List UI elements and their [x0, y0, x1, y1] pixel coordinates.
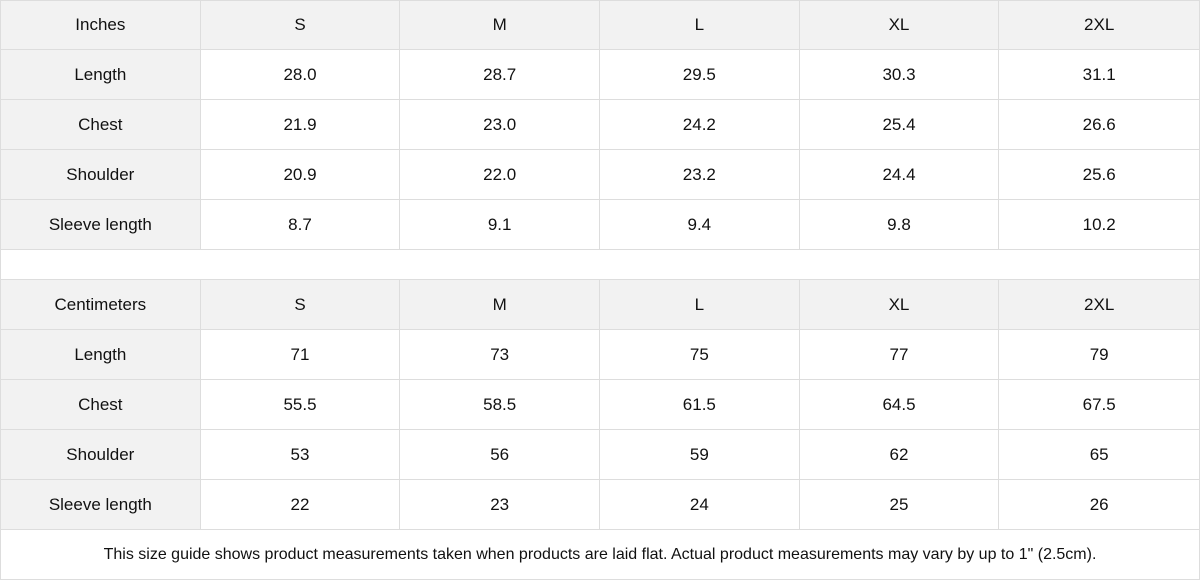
measurement-value: 20.9 — [200, 150, 401, 200]
measurement-value: 62 — [799, 430, 1000, 480]
measurement-value: 30.3 — [799, 50, 1000, 100]
measurement-value: 23.2 — [600, 150, 800, 200]
measurement-value: 24 — [600, 480, 800, 530]
measurement-label: Length — [1, 50, 201, 100]
measurement-label: Chest — [1, 380, 201, 430]
measurement-value: 31.1 — [999, 50, 1199, 100]
size-header: 2XL — [999, 280, 1199, 330]
measurement-value: 10.2 — [999, 200, 1199, 250]
measurement-label: Shoulder — [1, 430, 201, 480]
measurement-value: 67.5 — [999, 380, 1199, 430]
unit-header: Centimeters — [1, 280, 201, 330]
measurement-value: 59 — [600, 430, 800, 480]
measurement-value: 79 — [999, 330, 1199, 380]
measurement-value: 73 — [400, 330, 600, 380]
size-header: M — [400, 0, 600, 50]
measurement-value: 24.4 — [799, 150, 1000, 200]
measurement-value: 21.9 — [200, 100, 401, 150]
measurement-value: 58.5 — [400, 380, 600, 430]
measurement-value: 77 — [799, 330, 1000, 380]
size-header: M — [400, 280, 600, 330]
measurement-value: 25 — [799, 480, 1000, 530]
measurement-value: 24.2 — [600, 100, 800, 150]
measurement-value: 28.0 — [200, 50, 401, 100]
size-header: 2XL — [999, 0, 1199, 50]
measurement-value: 9.1 — [400, 200, 600, 250]
measurement-value: 75 — [600, 330, 800, 380]
size-header: XL — [799, 280, 1000, 330]
size-header: L — [600, 0, 800, 50]
measurement-label: Sleeve length — [1, 480, 201, 530]
measurement-value: 25.4 — [799, 100, 1000, 150]
measurement-value: 28.7 — [400, 50, 600, 100]
size-guide-note: This size guide shows product measuremen… — [1, 530, 1199, 580]
centimeters-table: Centimeters S M L XL 2XL Length 71 73 75 77 79 Chest… — [1, 280, 1199, 530]
size-header: S — [200, 0, 401, 50]
measurement-value: 9.8 — [799, 200, 1000, 250]
measurement-label: Chest — [1, 100, 201, 150]
measurement-label: Shoulder — [1, 150, 201, 200]
measurement-label: Sleeve length — [1, 200, 201, 250]
measurement-value: 23.0 — [400, 100, 600, 150]
inches-table: Inches S M L XL 2XL Length 28.0 28.7 29.5 30.3 31.1… — [1, 0, 1199, 250]
measurement-label: Length — [1, 330, 201, 380]
measurement-value: 22 — [200, 480, 401, 530]
size-header: XL — [799, 0, 1000, 50]
measurement-value: 23 — [400, 480, 600, 530]
size-header: L — [600, 280, 800, 330]
size-header: S — [200, 280, 401, 330]
measurement-value: 26.6 — [999, 100, 1199, 150]
measurement-value: 9.4 — [600, 200, 800, 250]
unit-header: Inches — [1, 0, 201, 50]
table-spacer — [1, 250, 1199, 280]
measurement-value: 8.7 — [200, 200, 401, 250]
measurement-value: 71 — [200, 330, 401, 380]
measurement-value: 64.5 — [799, 380, 1000, 430]
measurement-value: 22.0 — [400, 150, 600, 200]
measurement-value: 55.5 — [200, 380, 401, 430]
measurement-value: 29.5 — [600, 50, 800, 100]
measurement-value: 65 — [999, 430, 1199, 480]
measurement-value: 56 — [400, 430, 600, 480]
measurement-value: 61.5 — [600, 380, 800, 430]
measurement-value: 26 — [999, 480, 1199, 530]
measurement-value: 53 — [200, 430, 401, 480]
measurement-value: 25.6 — [999, 150, 1199, 200]
